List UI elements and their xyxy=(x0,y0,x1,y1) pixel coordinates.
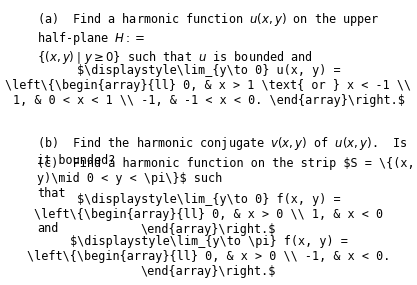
Text: (a)  Find a harmonic function $u(x, y)$ on the upper half-plane $H :=$
$\{(x, y): (a) Find a harmonic function $u(x, y)$ o… xyxy=(37,11,379,66)
Text: (b)  Find the harmonic conjugate $v(x, y)$ of $u(x, y)$.  Is it bounded?: (b) Find the harmonic conjugate $v(x, y)… xyxy=(37,135,407,167)
Text: $\displaystyle\lim_{y\to 0} f(x, y) = \left\{\begin{array}{ll} 0, & x > 0 \\ 1, : $\displaystyle\lim_{y\to 0} f(x, y) = \l… xyxy=(34,193,383,236)
Text: $\displaystyle\lim_{y\to \pi} f(x, y) = \left\{\begin{array}{ll} 0, & x > 0 \\ -: $\displaystyle\lim_{y\to \pi} f(x, y) = … xyxy=(27,235,390,278)
Text: and: and xyxy=(37,222,58,235)
Text: $\displaystyle\lim_{y\to 0} u(x, y) = \left\{\begin{array}{ll} 0, & x > 1 \text{: $\displaystyle\lim_{y\to 0} u(x, y) = \l… xyxy=(5,64,412,107)
Text: (c)  Find a harmonic function on the strip $S = \{(x, y)\mid 0 < y < \pi\}$ such: (c) Find a harmonic function on the stri… xyxy=(37,157,414,200)
